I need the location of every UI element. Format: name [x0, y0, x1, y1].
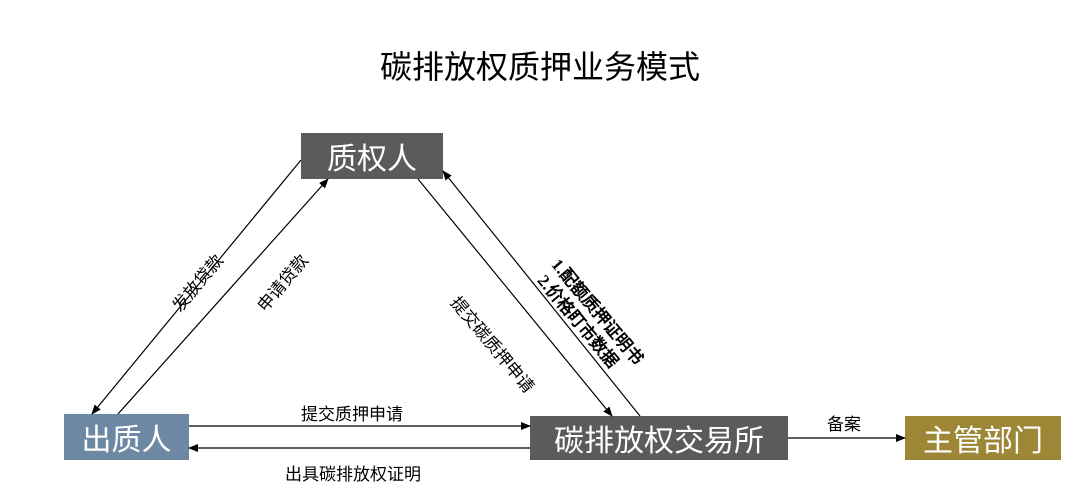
node-pledgor: 出质人 [64, 414, 189, 460]
node-exchange-label: 碳排放权交易所 [554, 416, 764, 460]
label-apply-loan: 申请贷款 [250, 248, 313, 316]
label-filing: 备案 [827, 410, 861, 435]
label-issue-cert: 出具碳排放权证明 [285, 460, 421, 485]
label-submit-carbon-pledge: 提交碳质押申请 [446, 290, 542, 397]
node-pledgee: 质权人 [301, 133, 443, 179]
label-grant-loan: 发放贷款 [165, 248, 228, 316]
node-pledgor-label: 出质人 [82, 415, 172, 459]
edge-apply-loan [118, 179, 328, 414]
node-pledgee-label: 质权人 [327, 134, 417, 178]
node-authority-label: 主管部门 [923, 416, 1043, 460]
node-exchange: 碳排放权交易所 [530, 416, 788, 460]
label-submit-pledge: 提交质押申请 [301, 400, 403, 425]
diagram-title: 碳排放权质押业务模式 [380, 42, 700, 88]
node-authority: 主管部门 [905, 416, 1061, 460]
